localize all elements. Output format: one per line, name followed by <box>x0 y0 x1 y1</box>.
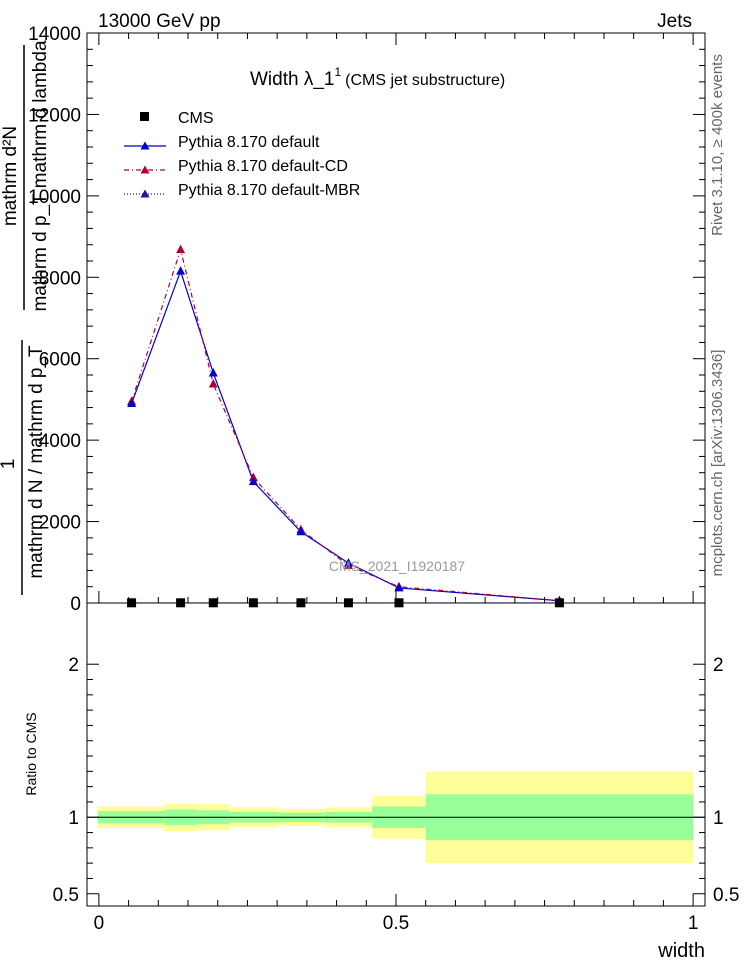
y-tick-label: 12000 <box>28 105 81 126</box>
ratio-y-tick-label: 2 <box>68 655 79 676</box>
legend-cd-marker <box>140 165 150 174</box>
plot-title-sub: (CMS jet substructure) <box>345 72 505 89</box>
legend: CMS Pythia 8.170 default Pythia 8.170 de… <box>124 110 360 199</box>
legend-mbr-label: Pythia 8.170 default-MBR <box>178 182 360 199</box>
header-right: Jets <box>657 11 692 32</box>
legend-cms-label: CMS <box>178 110 214 127</box>
ratio-y-tick-label-right: 1 <box>713 808 724 829</box>
series-point <box>248 476 258 486</box>
series-point <box>394 582 404 592</box>
y-tick-label: 10000 <box>28 187 81 208</box>
analysis-watermark: CMS_2021_I1920187 <box>329 558 465 574</box>
ylabel-denominator: mathrm d p_T mathrm d lambda <box>30 40 51 311</box>
y-tick-label: 2000 <box>39 513 81 534</box>
cms-data-point <box>248 598 258 608</box>
ratio-y-tick-label-right: 0.5 <box>713 885 739 906</box>
x-tick-label: 0.5 <box>383 913 409 934</box>
ratio-x-axis: 0 0.5 1 <box>94 894 699 934</box>
series-point <box>127 398 137 407</box>
cms-data-point <box>208 598 218 608</box>
series-line <box>130 247 560 602</box>
mcplots-label: mcplots.cern.ch [arXiv:1306.3436] <box>709 350 726 577</box>
y-tick-label: 14000 <box>28 24 81 45</box>
cms-data-point <box>296 598 306 608</box>
series-point <box>208 378 218 388</box>
series-point <box>208 367 218 377</box>
legend-default-label: Pythia 8.170 default <box>178 134 320 151</box>
plot-title-main: Width λ_1 <box>250 69 334 90</box>
header-left: 13000 GeV pp <box>98 11 221 32</box>
cms-data-point <box>554 598 564 608</box>
ylabel-prefix-denominator: mathrm d N / mathrm d p_T <box>26 345 47 579</box>
y-tick-label: 6000 <box>39 350 81 371</box>
main-y-axis-title: mathrm d²N mathrm d p_T mathrm d lambda … <box>0 40 51 595</box>
rivet-label: Rivet 3.1.10, ≥ 400k events <box>709 54 726 236</box>
x-tick-label: 1 <box>688 913 699 934</box>
y-tick-label: 4000 <box>39 431 81 452</box>
cms-data-point <box>127 598 137 608</box>
legend-cms-marker <box>140 112 149 121</box>
ratio-y-axis: 0.5 0.5 1 1 2 2 <box>53 655 740 906</box>
series-lines <box>130 247 560 604</box>
series-point <box>296 526 306 536</box>
x-tick-label: 0 <box>94 913 105 934</box>
series-point <box>176 266 186 275</box>
ylabel-one: 1 <box>0 459 19 470</box>
series-markers <box>127 244 564 608</box>
ylabel-numerator: mathrm d²N <box>0 126 21 226</box>
x-axis-title: width <box>657 940 705 962</box>
legend-mbr-marker <box>140 189 150 198</box>
y-tick-label: 8000 <box>39 268 81 289</box>
ratio-y-tick-label-right: 2 <box>713 655 724 676</box>
ratio-y-tick-label: 0.5 <box>53 885 79 906</box>
legend-cd-label: Pythia 8.170 default-CD <box>178 158 348 175</box>
series-line <box>131 269 560 602</box>
ratio-y-axis-title: Ratio to CMS <box>23 712 39 795</box>
series-point <box>343 558 353 567</box>
plot-title-sup: 1 <box>334 65 341 79</box>
main-y-axis: 0 2000 4000 6000 8000 10000 12000 14000 <box>28 24 705 615</box>
y-tick-label: 0 <box>70 594 81 615</box>
main-x-axis-ticks <box>98 33 694 603</box>
ratio-y-tick-label: 1 <box>68 808 79 829</box>
legend-default-marker <box>140 141 150 150</box>
cms-data-point <box>176 598 186 608</box>
cms-data-point <box>394 598 404 608</box>
series-point <box>176 244 186 254</box>
plot-title: Width λ_11 (CMS jet substructure) <box>250 65 505 90</box>
cms-data-point <box>343 598 353 608</box>
